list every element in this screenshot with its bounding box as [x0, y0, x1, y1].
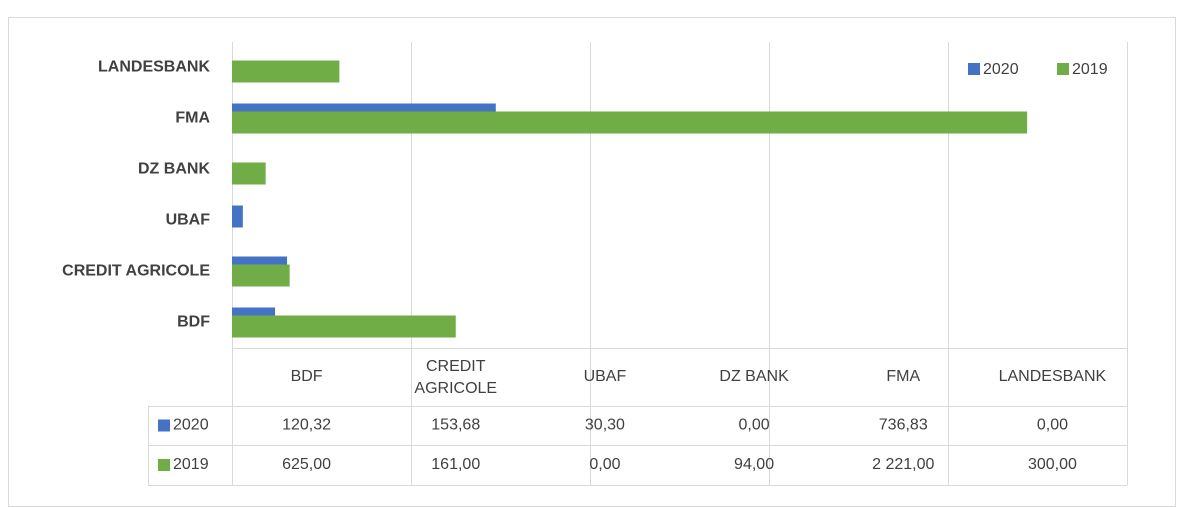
- bar: [232, 205, 243, 228]
- table-header: DZ BANK: [719, 368, 789, 385]
- bar: [232, 315, 456, 338]
- y-tick-label: UBAF: [166, 212, 211, 229]
- y-tick-label: CREDIT AGRICOLE: [62, 263, 210, 280]
- table-value: 161,00: [431, 456, 480, 473]
- table-value: 94,00: [734, 456, 774, 473]
- bar: [232, 111, 1028, 134]
- table-header: LANDESBANK: [999, 368, 1107, 385]
- table-header: BDF: [291, 368, 323, 385]
- bar: [232, 264, 290, 287]
- table-value: 120,32: [282, 417, 331, 434]
- table-series-label: 2020: [173, 417, 209, 434]
- table-value: 625,00: [282, 456, 331, 473]
- table-value: 300,00: [1028, 456, 1077, 473]
- legend-swatch: [158, 419, 170, 432]
- legend-swatch: [1057, 63, 1069, 75]
- y-tick-label: FMA: [175, 110, 210, 127]
- table-series-label: 2019: [173, 456, 209, 473]
- table-value: 2 221,00: [872, 456, 934, 473]
- y-tick-label: DZ BANK: [138, 161, 210, 178]
- table-value: 0,00: [739, 417, 770, 434]
- table-header: UBAF: [584, 368, 627, 385]
- table-value: 153,68: [431, 417, 480, 434]
- y-tick-label: BDF: [177, 314, 210, 331]
- legend-label: 2019: [1072, 61, 1108, 78]
- table-value: 736,83: [879, 417, 928, 434]
- bar: [232, 60, 340, 83]
- table-value: 0,00: [589, 456, 620, 473]
- legend-label: 2020: [983, 61, 1019, 78]
- table-value: 30,30: [585, 417, 625, 434]
- y-tick-label: LANDESBANK: [98, 59, 210, 76]
- table-header: FMA: [886, 368, 920, 385]
- legend-swatch: [968, 63, 980, 75]
- bar: [232, 162, 266, 185]
- table-value: 0,00: [1037, 417, 1068, 434]
- legend-swatch: [158, 459, 170, 471]
- table-header: CREDIT AGRICOLE: [414, 358, 497, 397]
